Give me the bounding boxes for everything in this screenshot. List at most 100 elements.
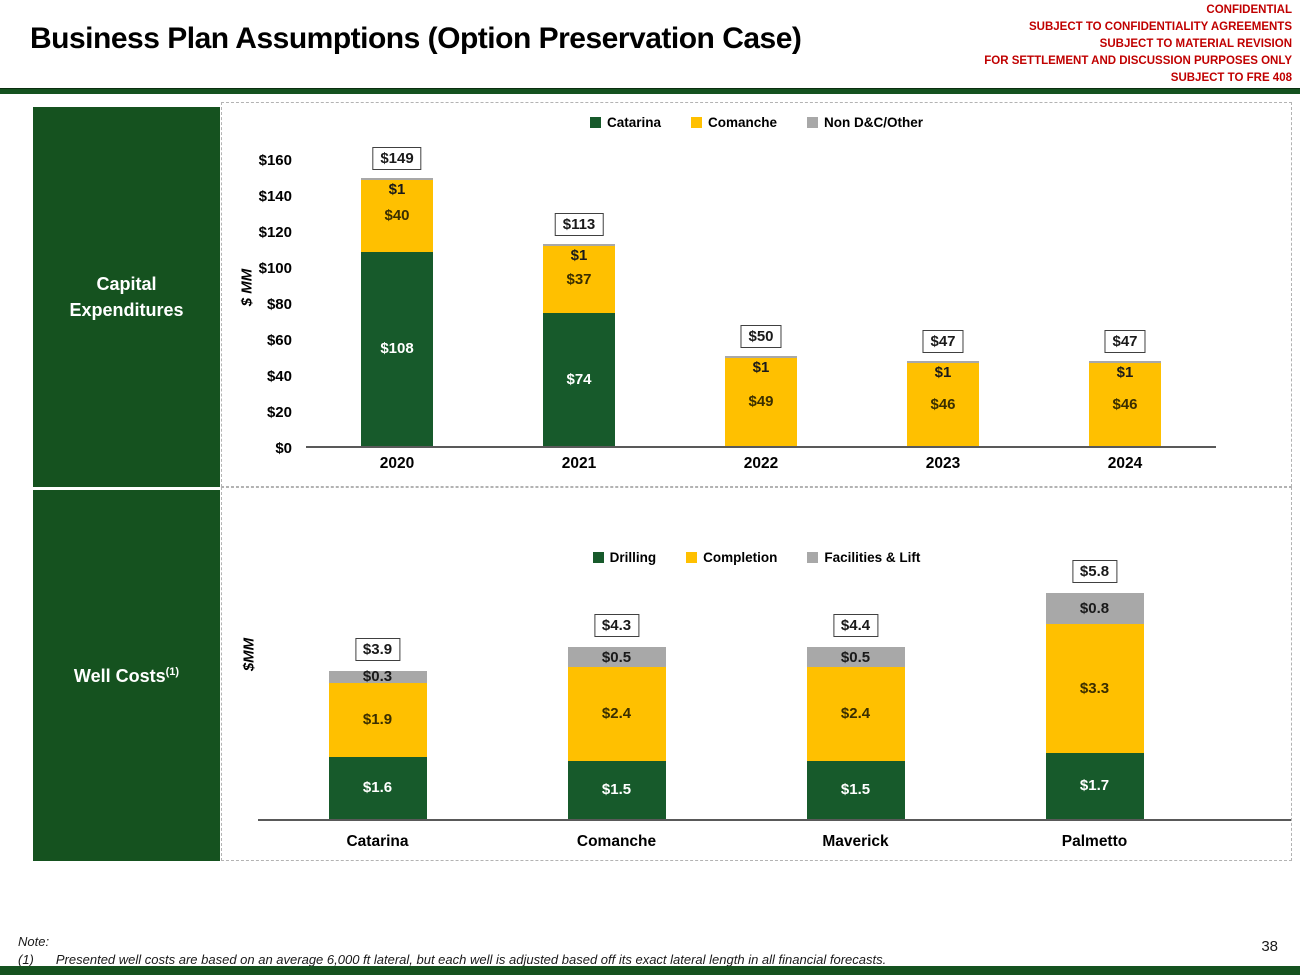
plot-area: $1.6 $1.9 $0.3 $3.9 $1.5 $2.4 $0.5 $4.3 $1.5 $2.4… xyxy=(258,559,1291,821)
stacked-bar: $46 $1 $47 xyxy=(907,330,979,446)
footnote-1: (1) Presented well costs are based on an … xyxy=(18,952,886,967)
bar-segment: $46 xyxy=(1089,363,1161,446)
bar-segment: $46 xyxy=(907,363,979,446)
bar-segment: $3.3 xyxy=(1045,624,1144,753)
bar-group: $1.7 $3.3 $0.8 $5.8 xyxy=(975,559,1214,819)
bar-segment: $2.4 xyxy=(806,666,905,761)
legend-swatch-icon xyxy=(589,117,601,128)
stacked-bar: $46 $1 $47 xyxy=(1089,330,1161,446)
bar-segment: $1.9 xyxy=(328,682,427,757)
capital-expenditures-chart: Catarina Comanche Non D&C/Other $0 $20 $40 $60… xyxy=(221,102,1292,487)
bar-group: $49 $1 $50 xyxy=(670,160,852,446)
confidential-line: SUBJECT TO MATERIAL REVISION xyxy=(1099,38,1292,50)
bar-segment: $40 xyxy=(361,179,433,252)
bars-row: $108 $40 $1 $149 $74 $37 $1 $113 $49 $1 $50 $46 $1 $4… xyxy=(306,146,1216,446)
x-category-label: 2021 xyxy=(561,455,597,472)
bar-segment xyxy=(361,177,433,180)
bar-group: $46 $1 $47 xyxy=(1034,160,1216,446)
bar-group: $46 $1 $47 xyxy=(852,160,1034,446)
x-category-label: Maverick xyxy=(822,833,889,850)
well-costs-text: Well Costs xyxy=(73,665,166,686)
bar-segment: $2.4 xyxy=(567,666,666,761)
header-divider xyxy=(0,88,1300,94)
confidential-block: CONFIDENTIAL SUBJECT TO CONFIDENTIALITY … xyxy=(984,2,1292,87)
total-value-label: $4.3 xyxy=(593,614,640,638)
y-tick-label: $40 xyxy=(266,368,292,385)
legend-item: Facilities & Lift xyxy=(807,550,920,565)
note-heading: Note: xyxy=(18,934,50,949)
x-category-label: Catarina xyxy=(346,833,409,850)
legend-item: Completion xyxy=(686,550,777,565)
bar-segment: $0.8 xyxy=(1045,592,1144,624)
legend-label: Catarina xyxy=(606,115,661,130)
segment-value-label: $1 xyxy=(752,359,770,376)
sidebar-label-capital-expenditures: Capital Expenditures xyxy=(33,107,220,487)
legend-item: Catarina xyxy=(589,115,661,130)
y-axis-title: $MM xyxy=(240,637,258,672)
stacked-bar: $49 $1 $50 xyxy=(725,325,797,446)
bar-segment: $1.5 xyxy=(567,760,666,819)
total-value-label: $5.8 xyxy=(1071,559,1118,583)
x-category-label: Palmetto xyxy=(1061,833,1128,850)
bar-segment xyxy=(543,244,615,247)
segment-value-label: $1 xyxy=(570,247,588,265)
bar-group: $1.5 $2.4 $0.5 $4.3 xyxy=(497,571,736,819)
page-number: 38 xyxy=(1261,938,1278,955)
bar-group: $1.5 $2.4 $0.5 $4.4 xyxy=(736,571,975,819)
stacked-bar: $1.7 $3.3 $0.8 $5.8 xyxy=(1045,559,1144,819)
legend-swatch-icon xyxy=(691,117,702,128)
capex-label-text: Capital Expenditures xyxy=(69,274,184,320)
bars-row: $1.6 $1.9 $0.3 $3.9 $1.5 $2.4 $0.5 $4.3 $1.5 $2.4… xyxy=(258,559,1214,819)
stacked-bar: $1.5 $2.4 $0.5 $4.4 xyxy=(806,614,905,819)
stacked-bar: $1.6 $1.9 $0.3 $3.9 xyxy=(328,637,427,819)
segment-value-label: $1 xyxy=(934,364,952,382)
legend-item: Non D&C/Other xyxy=(807,115,923,130)
bar-segment: $49 xyxy=(725,357,797,446)
total-value-label: $47 xyxy=(922,330,964,354)
bar-group: $108 $40 $1 $149 xyxy=(306,146,488,446)
y-tick-label: $20 xyxy=(266,404,292,421)
bar-segment: $0.5 xyxy=(567,647,666,667)
footer-divider xyxy=(0,966,1300,975)
total-value-label: $149 xyxy=(372,146,422,170)
legend-item: Drilling xyxy=(592,550,657,565)
well-costs-label-text: Well Costs(1) xyxy=(74,663,179,689)
footnote-marker: (1) xyxy=(18,952,34,967)
footnote-text: Presented well costs are based on an ave… xyxy=(55,952,887,967)
y-tick-label: $100 xyxy=(258,260,292,277)
total-value-label: $113 xyxy=(554,213,604,237)
legend-swatch-icon xyxy=(592,552,604,563)
x-category-label: 2020 xyxy=(379,455,415,472)
bar-segment: $0.5 xyxy=(806,647,905,667)
legend-label: Completion xyxy=(703,550,778,565)
bar-segment: $1.7 xyxy=(1045,752,1144,819)
y-tick-label: $80 xyxy=(266,296,292,313)
bar-segment: $37 xyxy=(543,246,615,313)
legend-label: Drilling xyxy=(609,550,657,565)
legend-label: Facilities & Lift xyxy=(824,550,921,565)
y-tick-label: $160 xyxy=(258,152,292,169)
legend-label: Non D&C/Other xyxy=(824,115,924,130)
segment-value-label: $1 xyxy=(388,180,406,198)
legend-swatch-icon xyxy=(686,552,698,563)
x-category-label: Comanche xyxy=(576,833,657,850)
bar-segment xyxy=(1089,361,1161,364)
y-tick-label: $60 xyxy=(266,332,292,349)
y-axis: $0 $20 $40 $60 $80 $100 $120 $140 $160 xyxy=(222,152,302,457)
bar-segment: $74 xyxy=(543,312,615,446)
confidential-line: CONFIDENTIAL xyxy=(1206,4,1292,16)
chart-legend: Drilling Completion Facilities & Lift xyxy=(222,550,1291,565)
y-tick-label: $140 xyxy=(258,188,292,205)
confidential-line: FOR SETTLEMENT AND DISCUSSION PURPOSES O… xyxy=(984,55,1292,67)
confidential-line: SUBJECT TO FRE 408 xyxy=(1170,72,1292,84)
legend-label: Comanche xyxy=(708,115,778,130)
plot-area: $108 $40 $1 $149 $74 $37 $1 $113 $49 $1 $50 $46 $1 $4… xyxy=(306,146,1216,448)
bar-group: $1.6 $1.9 $0.3 $3.9 xyxy=(258,571,497,819)
legend-item: Comanche xyxy=(691,115,777,130)
bar-segment xyxy=(725,356,797,358)
confidential-line: SUBJECT TO CONFIDENTIALITY AGREEMENTS xyxy=(1028,21,1292,33)
bar-segment: $1.6 xyxy=(328,756,427,819)
bar-group: $74 $37 $1 $113 xyxy=(488,160,670,446)
x-category-label: 2024 xyxy=(1107,455,1143,472)
